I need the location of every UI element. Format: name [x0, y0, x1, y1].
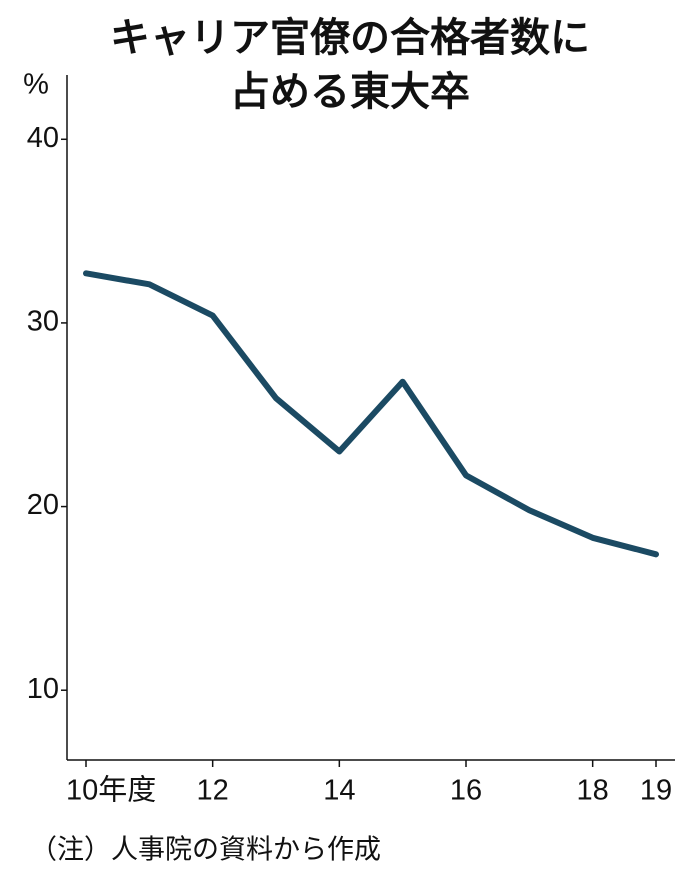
- x-tick-label: 19: [640, 775, 672, 807]
- x-tick-label: 10年度: [66, 774, 156, 807]
- y-tick-label: 30: [27, 306, 59, 338]
- chart-title: 占める東大卒: [230, 69, 470, 115]
- y-tick-label: 20: [27, 489, 59, 521]
- x-tick-label: 12: [197, 775, 229, 807]
- x-tick-label: 18: [577, 775, 609, 807]
- y-tick-label: 40: [27, 122, 59, 154]
- y-unit: %: [23, 69, 49, 101]
- x-tick-label: 14: [323, 775, 355, 807]
- note: （注）人事院の資料から作成: [30, 835, 381, 866]
- x-tick-label: 16: [450, 775, 482, 807]
- chart-title: キャリア官僚の合格者数に: [110, 15, 590, 61]
- data-line: [83, 270, 659, 558]
- y-tick-label: 10: [27, 673, 59, 705]
